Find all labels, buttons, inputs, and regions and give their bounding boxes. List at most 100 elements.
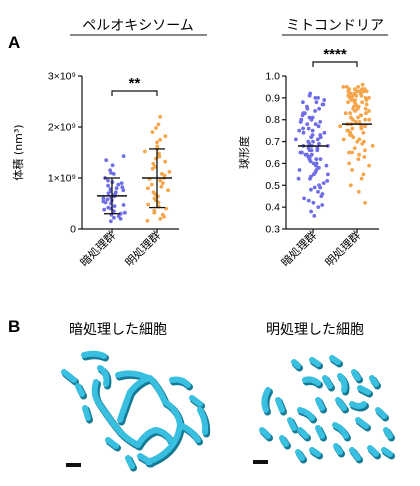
data-point (322, 130, 327, 135)
data-point (320, 203, 325, 207)
data-point (353, 109, 357, 113)
data-point (298, 120, 303, 124)
data-point (145, 218, 150, 223)
data-point (341, 137, 346, 142)
data-point (357, 120, 362, 124)
data-point (317, 106, 321, 111)
data-point (110, 163, 115, 168)
y-tick-label: 0.6 (265, 158, 280, 170)
significance-label: **** (323, 46, 347, 63)
data-point (106, 178, 110, 183)
data-point (158, 137, 163, 142)
data-point (318, 157, 323, 162)
data-point (354, 93, 359, 98)
data-point (311, 139, 315, 144)
data-point (318, 135, 323, 140)
data-point (343, 111, 348, 116)
data-point (355, 139, 360, 144)
y-axis-label: 球形度 (237, 136, 251, 169)
data-point (306, 198, 311, 203)
data-point (362, 155, 367, 159)
data-point (120, 185, 125, 190)
y-tick-label: 0.3 (265, 224, 280, 236)
peroxisome-chart: 0 1×10⁹ 2×10⁹ 3×10⁹ 体積 (nm³) 暗処理群 明処理群 ** (11, 71, 179, 269)
panel-a-label: A (8, 33, 20, 52)
data-point (361, 172, 366, 177)
data-point (150, 166, 155, 171)
data-point (301, 130, 306, 135)
data-point (296, 176, 301, 181)
data-point (348, 183, 353, 188)
data-point (319, 194, 324, 199)
significance-label: ** (129, 75, 141, 92)
data-point (163, 159, 168, 164)
data-point (315, 148, 320, 153)
data-point (316, 96, 320, 100)
data-point (357, 152, 361, 157)
data-point (351, 117, 355, 122)
data-point (324, 163, 329, 168)
data-point (301, 100, 305, 105)
data-point (325, 179, 330, 183)
data-point (356, 115, 360, 120)
y-tick-label: 0.8 (265, 114, 280, 126)
data-point (360, 100, 364, 105)
data-point (347, 150, 351, 155)
data-point (106, 191, 111, 196)
data-point (314, 100, 319, 105)
data-point (363, 117, 368, 122)
data-point (363, 106, 368, 111)
data-point (316, 124, 321, 129)
data-point (158, 216, 163, 221)
data-point (309, 148, 314, 153)
data-point (322, 98, 327, 102)
data-point (146, 186, 150, 191)
data-point (348, 130, 353, 135)
data-point (293, 137, 298, 142)
data-point (109, 219, 113, 224)
data-point (312, 185, 317, 190)
data-point (314, 168, 319, 172)
y-tick-label: 1.0 (265, 71, 280, 83)
y-tick-label: 0.5 (265, 180, 280, 192)
panel-b-label: B (8, 317, 20, 336)
y-tick-label: 0 (70, 224, 76, 236)
data-point (146, 202, 151, 207)
data-point (307, 115, 312, 120)
y-tick-label: 0.9 (265, 92, 280, 104)
data-point (166, 188, 171, 193)
data-point (121, 188, 126, 193)
data-point (159, 184, 164, 189)
category-label: 明処理群 (122, 228, 163, 269)
data-point (370, 144, 375, 148)
data-point (310, 133, 315, 137)
data-point (307, 141, 312, 146)
data-point (155, 140, 160, 145)
data-point (152, 210, 157, 215)
data-point (356, 157, 361, 162)
data-point (121, 154, 126, 159)
data-point (363, 200, 367, 205)
data-point (318, 185, 323, 190)
data-point (162, 214, 167, 219)
data-point (111, 209, 116, 214)
data-point (308, 159, 313, 164)
data-point (356, 189, 361, 194)
data-point (143, 149, 147, 154)
data-point (350, 150, 354, 155)
dark-cell-mitochondria-image (61, 350, 211, 472)
data-point (303, 152, 308, 157)
data-point (351, 135, 356, 140)
data-point (149, 182, 154, 187)
data-point (318, 120, 323, 124)
data-point (350, 126, 355, 131)
data-point (305, 106, 310, 111)
data-point (164, 206, 169, 211)
data-point (102, 207, 107, 212)
light-cell-title: 明処理した細胞 (266, 322, 364, 338)
data-point (156, 122, 161, 127)
category-label: 暗処理群 (278, 228, 319, 269)
data-point (349, 98, 354, 102)
data-point (112, 204, 117, 209)
